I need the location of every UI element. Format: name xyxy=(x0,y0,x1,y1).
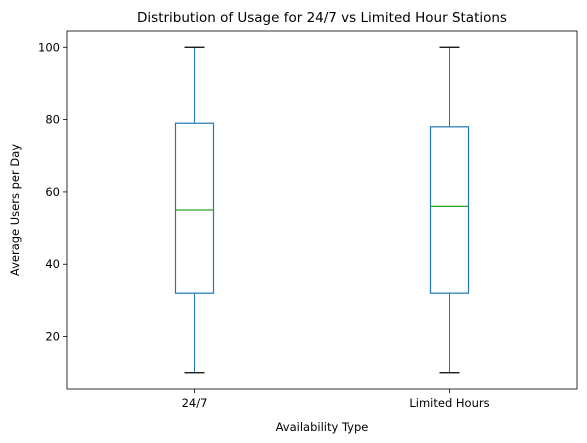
y-tick-label: 60 xyxy=(45,185,60,199)
chart-title: Distribution of Usage for 24/7 vs Limite… xyxy=(137,10,507,26)
y-tick-label: 20 xyxy=(45,330,60,344)
axes-frame xyxy=(66,30,578,390)
y-axis-label: Average Users per Day xyxy=(8,144,22,276)
box-series-1 xyxy=(429,46,470,374)
x-tick-label: Limited Hours xyxy=(409,396,489,410)
y-tick-label: 100 xyxy=(38,40,60,54)
y-tick-label: 80 xyxy=(45,113,60,127)
iqr-box xyxy=(429,126,470,294)
iqr-box xyxy=(174,122,215,294)
x-axis-label: Availability Type xyxy=(276,420,369,434)
y-tick-label: 40 xyxy=(45,257,60,271)
plot-area: 20 40 60 80 100 24/7 Limited Hours xyxy=(38,30,578,410)
box-series-0 xyxy=(174,46,215,374)
x-tick-label: 24/7 xyxy=(182,396,208,410)
